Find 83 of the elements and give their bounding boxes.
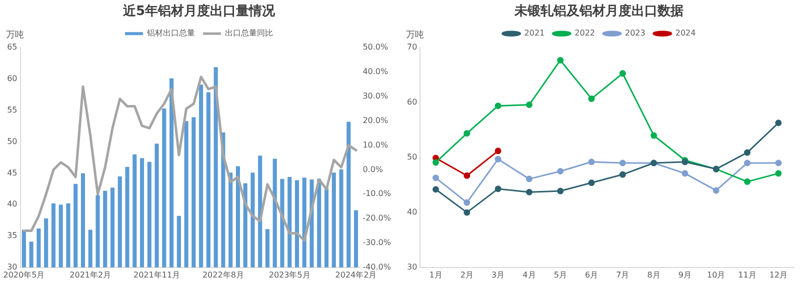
- point: [464, 199, 470, 206]
- legend-label: 2023: [625, 28, 646, 38]
- x-tick-label: 12月: [769, 270, 788, 280]
- y2-tick-label: 50.0%: [362, 42, 389, 52]
- x-tick-label: 5月: [554, 270, 567, 280]
- y2-tick-label: 0.0%: [362, 164, 384, 174]
- y-tick-label: 30: [406, 262, 418, 272]
- point: [588, 158, 595, 166]
- point: [682, 170, 688, 177]
- point: [464, 130, 470, 137]
- point: [526, 188, 532, 196]
- point: [557, 188, 564, 194]
- chart-title: 近5年铝材月度出口量情况: [122, 3, 276, 20]
- y-tick-label: 45: [7, 168, 18, 178]
- point: [432, 186, 440, 193]
- point: [432, 174, 440, 182]
- x-tick-label: 4月: [522, 270, 536, 280]
- y2-tick-label: -30.0%: [362, 238, 392, 248]
- legend-label: 出口总量同比: [225, 28, 273, 38]
- x-tick-label: 2020年5月: [3, 270, 45, 280]
- point: [494, 186, 502, 192]
- point: [775, 160, 782, 166]
- point: [744, 160, 751, 166]
- point: [619, 160, 626, 166]
- point: [650, 132, 658, 139]
- legend-label: 2022: [574, 28, 595, 38]
- x-tick-label: 6月: [584, 270, 598, 280]
- x-tick-label: 8月: [647, 270, 660, 280]
- x-tick-label: 7月: [616, 270, 630, 280]
- legend-label: 2021: [524, 28, 545, 38]
- point: [494, 102, 502, 110]
- point: [744, 149, 751, 156]
- y-tick-label: 55: [7, 105, 18, 114]
- y2-tick-label: -10.0%: [362, 189, 392, 198]
- legend-label: 2024: [675, 28, 696, 38]
- point: [619, 70, 626, 77]
- x-tick-label: 2023年5月: [268, 270, 310, 280]
- point: [464, 209, 470, 216]
- x-tick-label: 2024年2月: [335, 270, 377, 280]
- point: [432, 159, 440, 166]
- y-tick-label: 50: [406, 152, 418, 162]
- y-axis-title: 万吨: [6, 29, 24, 40]
- point: [588, 95, 595, 102]
- y2-tick-label: 20.0%: [362, 116, 389, 125]
- x-tick-label: 2021年11月: [133, 270, 180, 280]
- point: [712, 187, 720, 194]
- point: [588, 180, 595, 186]
- x-tick-label: 3月: [492, 270, 505, 280]
- y-tick-label: 30: [7, 262, 18, 272]
- point: [494, 156, 502, 162]
- y2-tick-label: 10.0%: [362, 140, 389, 150]
- legend-label: 铝材出口总量: [146, 28, 195, 38]
- x-tick-label: 2022年8月: [202, 270, 244, 280]
- y-tick-label: 60: [7, 74, 18, 84]
- point: [526, 102, 532, 108]
- chart-title: 未锻轧铝及铝材月度出口数据: [514, 3, 684, 20]
- y-tick-label: 60: [406, 98, 418, 107]
- y-tick-label: 50: [7, 136, 18, 146]
- y2-tick-label: -40.0%: [362, 262, 392, 272]
- y2-tick-label: 30.0%: [362, 92, 389, 101]
- point: [464, 172, 470, 179]
- y-tick-label: 40: [7, 200, 18, 209]
- point: [775, 170, 782, 177]
- x-tick-label: 10月: [707, 270, 726, 280]
- point: [557, 56, 564, 64]
- x-tick-label: 2月: [460, 270, 474, 280]
- point: [557, 168, 564, 174]
- y-tick-label: 40: [406, 208, 418, 217]
- y-tick-label: 65: [7, 42, 18, 52]
- point: [526, 176, 532, 182]
- point: [494, 148, 502, 154]
- y2-tick-label: 40.0%: [362, 67, 389, 76]
- y2-tick-label: -20.0%: [362, 214, 392, 223]
- point: [744, 178, 751, 185]
- x-tick-label: 9月: [678, 270, 692, 280]
- x-tick-label: 1月: [429, 270, 442, 280]
- y-axis-title: 万吨: [406, 29, 424, 40]
- x-tick-label: 11月: [738, 270, 756, 280]
- point: [775, 120, 782, 126]
- point: [619, 171, 626, 178]
- x-tick-label: 2021年2月: [70, 270, 112, 280]
- y-tick-label: 35: [7, 231, 18, 240]
- y-tick-label: 70: [406, 42, 418, 52]
